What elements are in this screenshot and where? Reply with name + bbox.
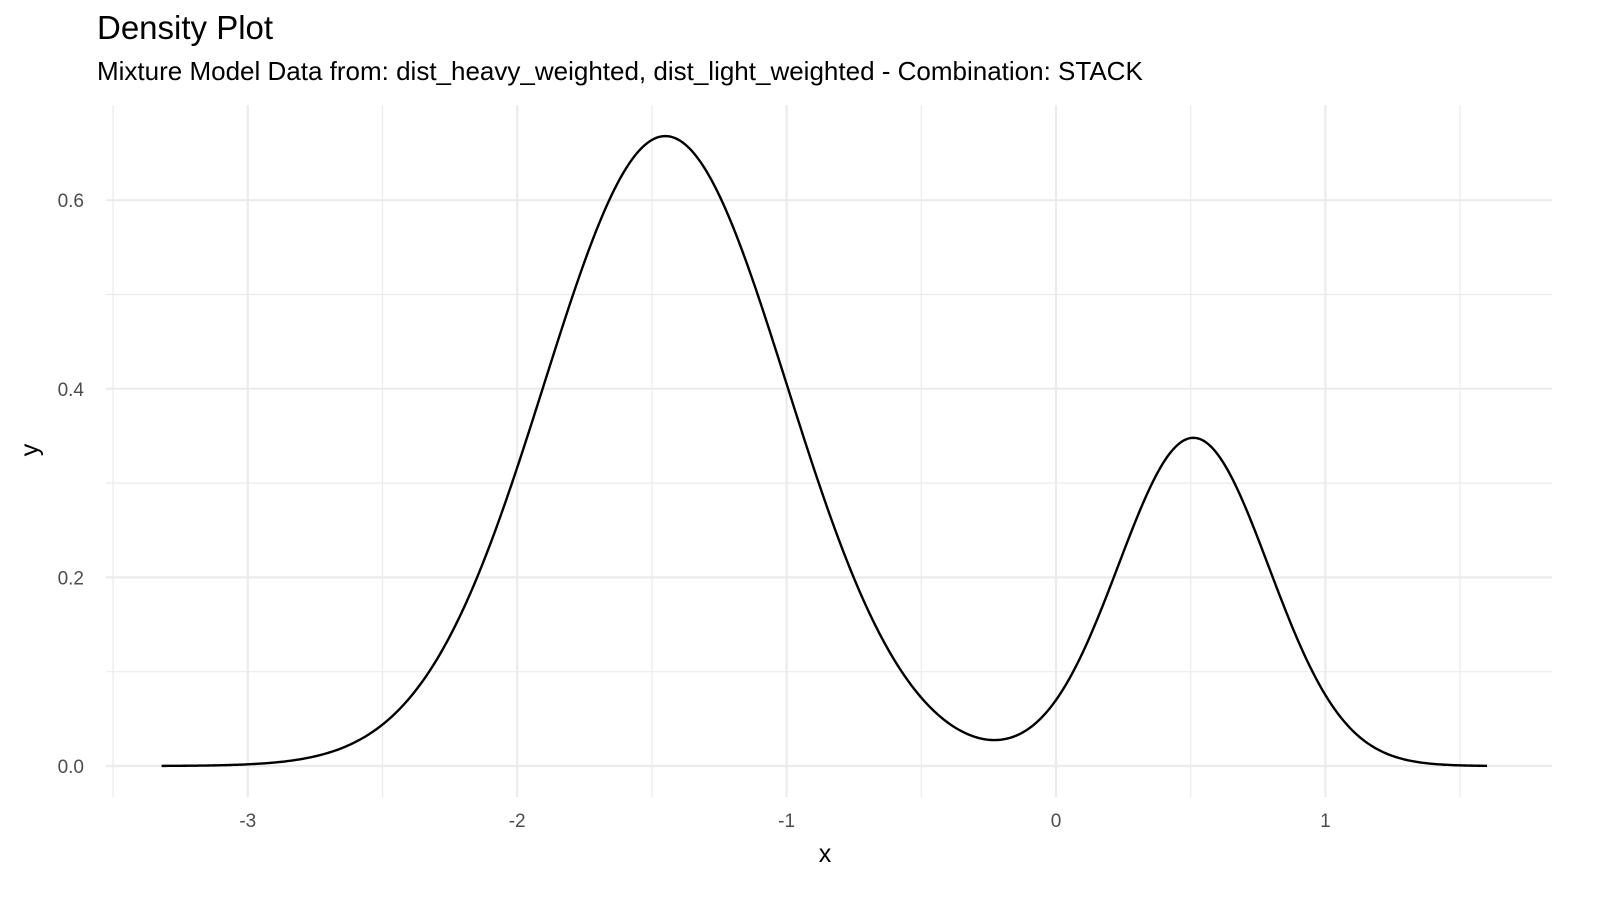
x-tick-label: -3: [239, 811, 256, 832]
x-axis-title: x: [819, 840, 832, 868]
x-tick-label: -1: [778, 811, 795, 832]
y-tick-label: 0.6: [58, 191, 84, 212]
x-tick-label: 1: [1320, 811, 1331, 832]
x-tick-label: -2: [509, 811, 526, 832]
chart-subtitle: Mixture Model Data from: dist_heavy_weig…: [97, 56, 1143, 86]
major-gridlines: [106, 105, 1552, 797]
y-tick-label: 0.0: [58, 757, 84, 778]
y-axis-ticks: 0.0 0.2 0.4 0.6: [58, 191, 85, 778]
minor-gridlines: [106, 105, 1552, 797]
y-tick-label: 0.2: [58, 568, 84, 589]
density-curve: [161, 134, 1488, 768]
chart-title: Density Plot: [97, 9, 274, 46]
y-axis-title: y: [16, 443, 44, 456]
x-axis-ticks: -3 -2 -1 0 1: [239, 811, 1330, 832]
x-tick-label: 0: [1051, 811, 1062, 832]
y-tick-label: 0.4: [58, 380, 85, 401]
